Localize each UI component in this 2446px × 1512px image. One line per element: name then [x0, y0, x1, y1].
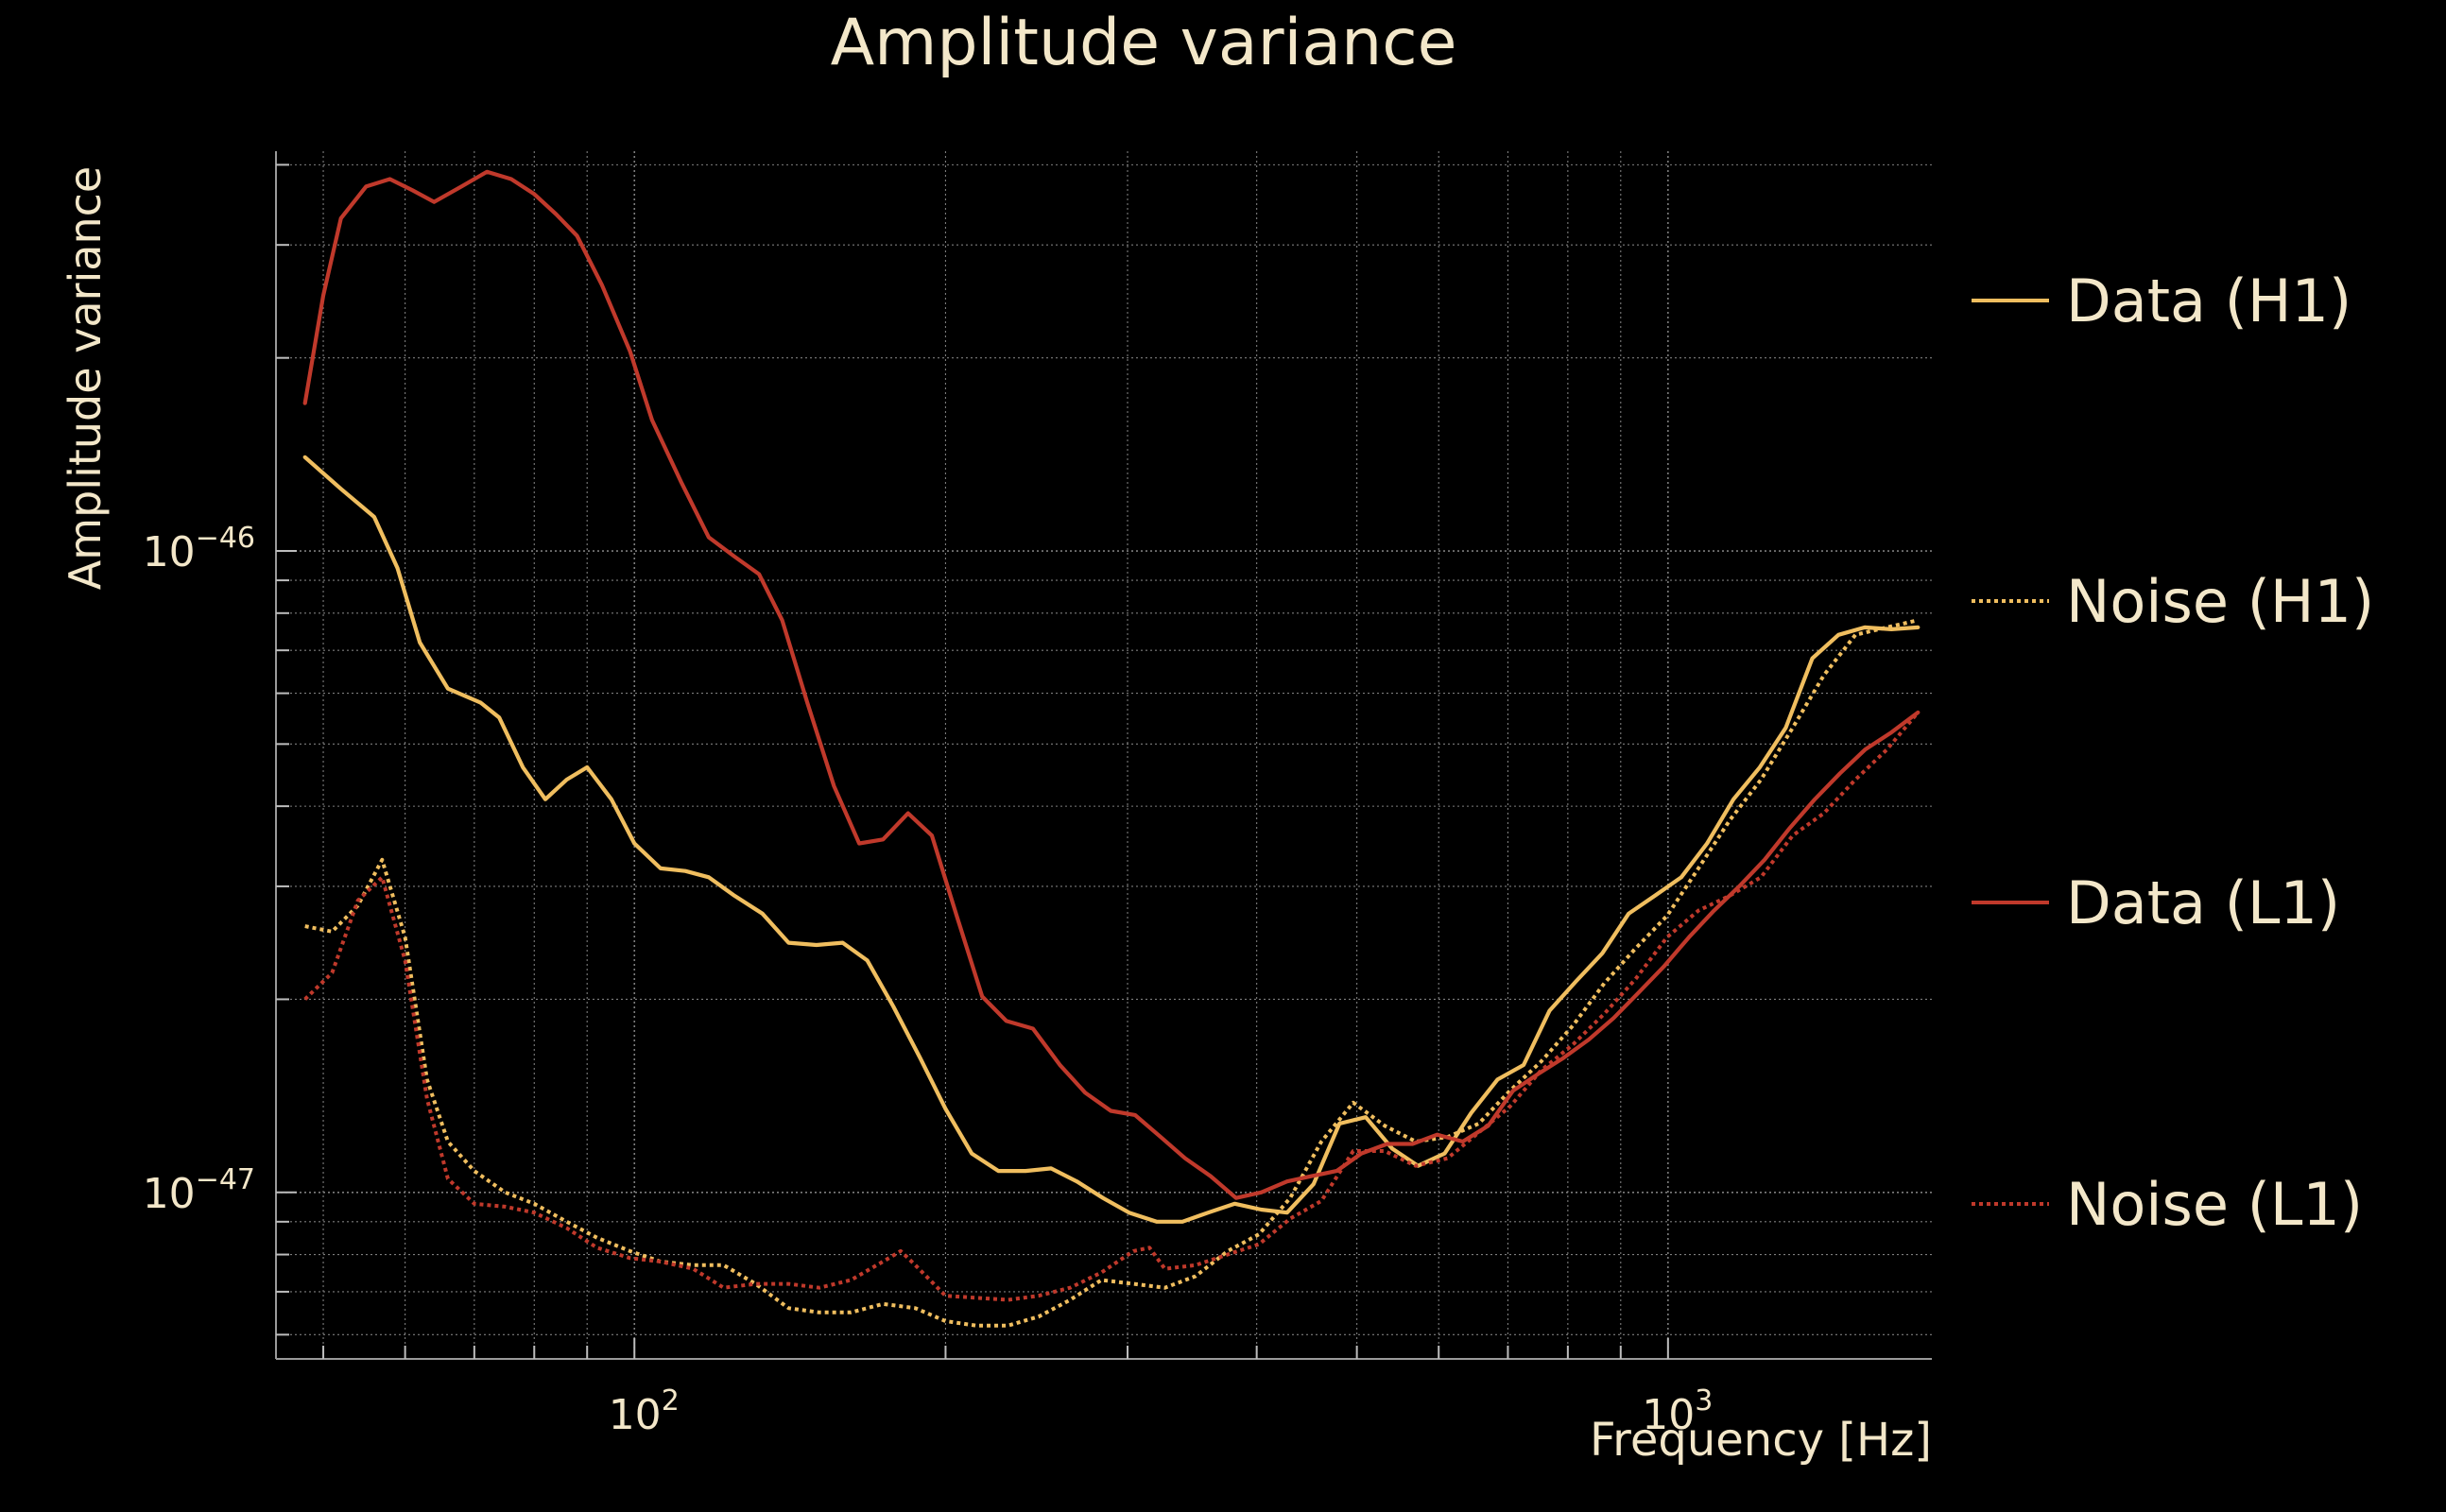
x-tick-label: 103: [1642, 1384, 1713, 1439]
x-tick-label: 102: [609, 1384, 680, 1439]
legend-label: Data (H1): [2066, 266, 2351, 335]
series-line-noise-l1: [303, 711, 1920, 1302]
x-axis-label: Frequency [Hz]: [1590, 1414, 1932, 1467]
plot-lines: [302, 169, 1921, 1328]
chart-title: Amplitude variance: [831, 6, 1457, 80]
series-line-noise-h1: [304, 618, 1919, 1328]
tick-labels: 10−46 10−47 102 103: [143, 522, 1714, 1439]
grid: [276, 151, 1932, 1359]
series-line-data-h1: [302, 455, 1921, 1224]
legend-label: Data (L1): [2066, 868, 2340, 937]
y-tick-label: 10−47: [143, 1163, 255, 1218]
legend-label: Noise (H1): [2066, 567, 2374, 636]
axes: [275, 151, 1932, 1360]
legend-label: Noise (L1): [2066, 1170, 2363, 1239]
y-axis-label: Amplitude variance: [60, 166, 111, 590]
legend: Data (H1) Noise (H1) Data (L1) Noise (L1): [1972, 266, 2374, 1239]
y-tick-label: 10−46: [143, 522, 255, 576]
series-line-data-l1: [302, 169, 1921, 1200]
